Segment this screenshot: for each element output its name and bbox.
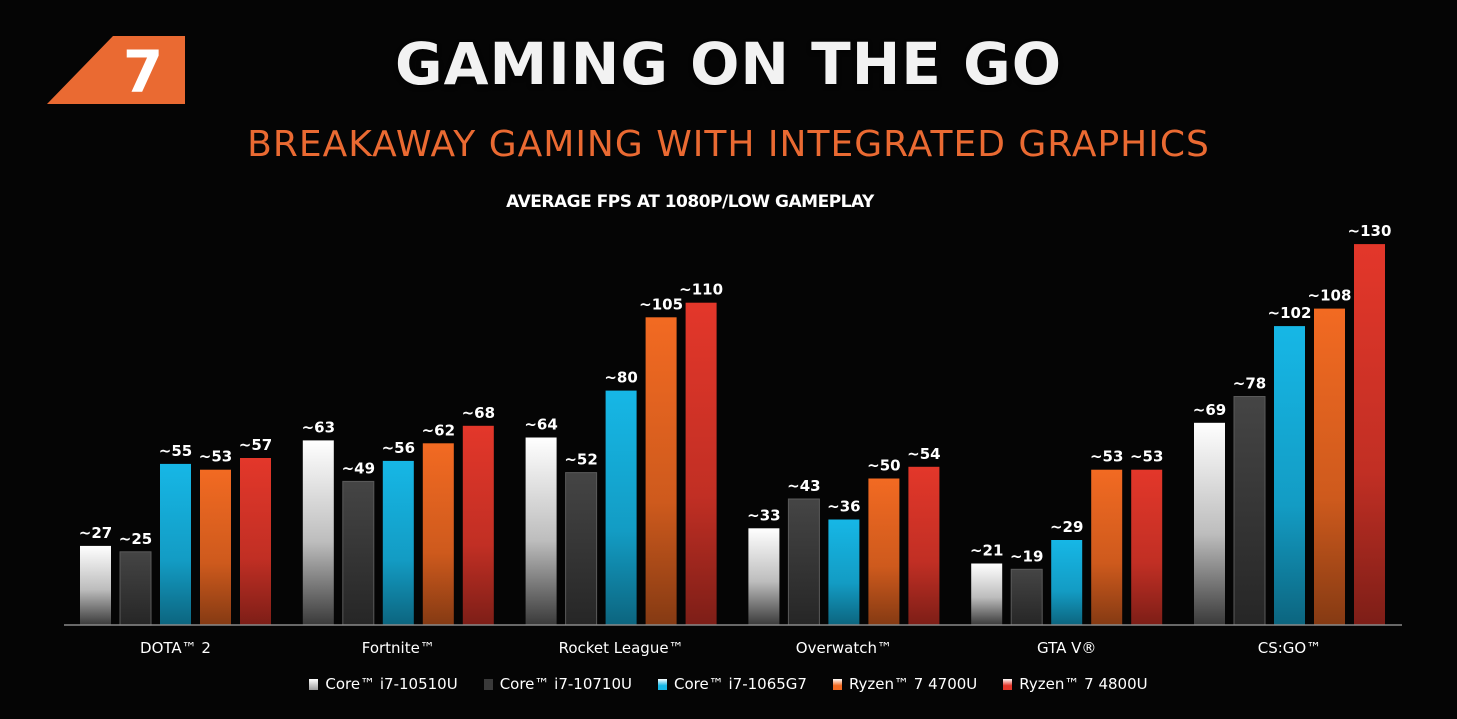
data-label: ~57 bbox=[239, 436, 272, 454]
category-label: CS:GO™ bbox=[1258, 639, 1321, 657]
bar-gta-v-core-i7-1065g7 bbox=[1051, 540, 1083, 625]
legend-label: Core™ i7-10710U bbox=[499, 675, 632, 693]
badge-number: 7 bbox=[123, 38, 163, 106]
bar-gta-v-ryzen-7-4700u bbox=[1091, 469, 1123, 625]
category-label: DOTA™ 2 bbox=[140, 639, 211, 657]
bar-dota-2-ryzen-7-4700u bbox=[200, 469, 231, 625]
legend-label: Core™ i7-1065G7 bbox=[674, 675, 807, 693]
category-label: GTA V® bbox=[1037, 639, 1096, 657]
data-label: ~108 bbox=[1308, 287, 1352, 305]
data-label: ~56 bbox=[382, 439, 415, 457]
bar-dota-2-core-i7-1065g7 bbox=[160, 463, 191, 626]
data-label: ~50 bbox=[867, 457, 900, 475]
data-label: ~53 bbox=[1130, 448, 1163, 466]
bar-cs-go-core-i7-1065g7 bbox=[1274, 326, 1305, 625]
legend-item: Core™ i7-10710U bbox=[483, 675, 632, 693]
legend-item: Ryzen™ 7 4700U bbox=[832, 675, 978, 693]
bar-overwatch-core-i7-10510u bbox=[748, 528, 780, 625]
data-label: ~130 bbox=[1348, 222, 1392, 240]
data-label: ~52 bbox=[564, 451, 597, 469]
data-label: ~78 bbox=[1233, 375, 1266, 393]
bar-overwatch-ryzen-7-4800u bbox=[908, 466, 940, 625]
bar-fortnite-core-i7-10710u bbox=[342, 480, 375, 626]
data-label: ~54 bbox=[907, 445, 940, 463]
bar-fortnite-core-i7-10510u bbox=[302, 440, 334, 625]
data-label: ~19 bbox=[1010, 547, 1043, 565]
bar-gta-v-core-i7-10510u bbox=[971, 563, 1003, 625]
category-label: Fortnite™ bbox=[362, 639, 435, 657]
data-label: ~49 bbox=[342, 459, 375, 477]
data-label: ~80 bbox=[604, 369, 637, 387]
legend-swatch bbox=[832, 678, 842, 690]
data-label: ~69 bbox=[1193, 401, 1226, 419]
bar-cs-go-ryzen-7-4800u bbox=[1354, 244, 1385, 625]
bar-dota-2-core-i7-10710u bbox=[119, 551, 152, 626]
bar-fortnite-ryzen-7-4700u bbox=[422, 443, 454, 625]
data-label: ~36 bbox=[827, 498, 860, 516]
data-label: ~25 bbox=[119, 530, 152, 548]
data-label: ~53 bbox=[1090, 448, 1123, 466]
bar-cs-go-core-i7-10510u bbox=[1194, 422, 1225, 625]
legend-label: Core™ i7-10510U bbox=[325, 675, 458, 693]
data-label: ~68 bbox=[462, 404, 495, 422]
legend-item: Core™ i7-1065G7 bbox=[658, 675, 807, 693]
bar-gta-v-ryzen-7-4800u bbox=[1131, 469, 1163, 625]
data-label: ~53 bbox=[199, 448, 232, 466]
bar-gta-v-core-i7-10710u bbox=[1010, 568, 1043, 626]
bar-overwatch-core-i7-1065g7 bbox=[828, 519, 860, 625]
data-label: ~43 bbox=[787, 477, 820, 495]
legend-swatch bbox=[483, 678, 493, 690]
legend-item: Ryzen™ 7 4800U bbox=[1003, 675, 1148, 693]
page-subtitle: BREAKAWAY GAMING WITH INTEGRATED GRAPHIC… bbox=[247, 124, 1210, 165]
data-label: ~55 bbox=[159, 442, 192, 460]
bar-cs-go-core-i7-10710u bbox=[1233, 396, 1266, 626]
data-label: ~29 bbox=[1050, 518, 1083, 536]
bar-rocket-league-core-i7-10710u bbox=[565, 472, 598, 626]
category-label: Rocket League™ bbox=[559, 639, 684, 657]
data-label: ~63 bbox=[302, 418, 335, 436]
legend-swatch bbox=[1003, 678, 1013, 690]
bar-overwatch-core-i7-10710u bbox=[787, 498, 820, 626]
legend-item: Core™ i7-10510U bbox=[309, 675, 458, 693]
legend-label: Ryzen™ 7 4800U bbox=[1019, 675, 1148, 693]
data-label: ~110 bbox=[679, 281, 723, 299]
legend-swatch bbox=[658, 678, 667, 690]
chart-legend: Core™ i7-10510U Core™ i7-10710U Core™ i7-1… bbox=[0, 675, 1457, 693]
slide-number-badge: 7 bbox=[47, 36, 185, 106]
data-label: ~64 bbox=[524, 416, 557, 434]
data-label: ~102 bbox=[1268, 304, 1312, 322]
bar-fortnite-ryzen-7-4800u bbox=[462, 425, 494, 625]
badge-shape bbox=[47, 36, 185, 104]
bars-layer bbox=[80, 244, 1385, 626]
data-label: ~21 bbox=[970, 542, 1003, 560]
page-title: GAMING ON THE GO bbox=[395, 30, 1062, 98]
chart-title: AVERAGE FPS AT 1080P/LOW GAMEPLAY bbox=[506, 192, 874, 212]
data-label: ~105 bbox=[639, 295, 683, 313]
bar-dota-2-ryzen-7-4800u bbox=[240, 458, 271, 625]
bar-fortnite-core-i7-1065g7 bbox=[382, 460, 414, 625]
bar-cs-go-ryzen-7-4700u bbox=[1314, 308, 1345, 625]
bar-rocket-league-ryzen-7-4800u bbox=[685, 302, 717, 625]
bar-rocket-league-core-i7-1065g7 bbox=[605, 390, 637, 625]
bar-rocket-league-ryzen-7-4700u bbox=[645, 317, 677, 625]
bar-rocket-league-core-i7-10510u bbox=[525, 437, 557, 625]
data-label: ~62 bbox=[422, 421, 455, 439]
category-label: Overwatch™ bbox=[796, 639, 892, 657]
bar-dota-2-core-i7-10510u bbox=[80, 545, 111, 625]
data-label: ~27 bbox=[79, 524, 112, 542]
legend-label: Ryzen™ 7 4700U bbox=[848, 675, 978, 693]
labels-layer: ~27 ~25 ~55 ~53 ~57 DOTA™ 2 ~63 ~49 ~56 ~62 ~68 For… bbox=[79, 222, 1392, 657]
legend-swatch bbox=[309, 678, 319, 690]
data-label: ~33 bbox=[747, 506, 780, 524]
bar-overwatch-ryzen-7-4700u bbox=[868, 478, 900, 625]
